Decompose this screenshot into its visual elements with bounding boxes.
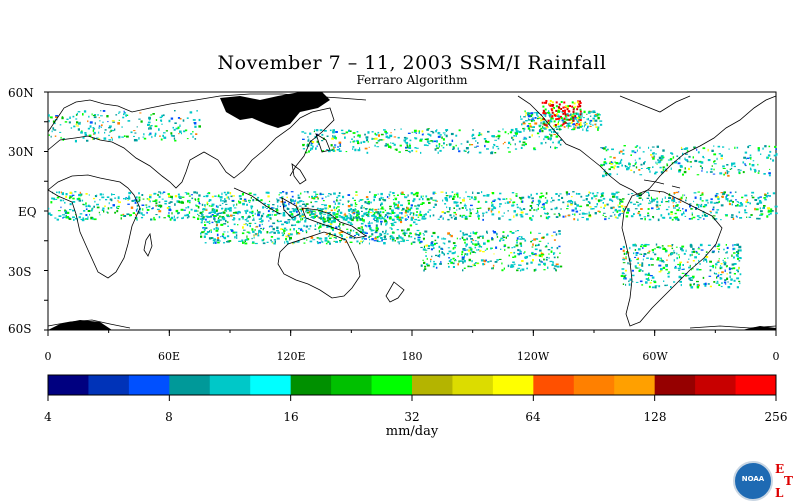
colorbar-swatch [695, 375, 737, 395]
colorbar-swatch [331, 375, 373, 395]
colorbar-swatch [128, 375, 170, 395]
etl-letter-t: T [784, 474, 793, 488]
colorbar [48, 375, 777, 395]
colorbar-swatch [169, 375, 211, 395]
colorbar-swatch [412, 375, 453, 395]
colorbar-swatch [48, 375, 89, 395]
missing-data-areas [48, 92, 776, 330]
noaa-logo-text: NOAA [741, 475, 765, 483]
rainfall-cells [48, 100, 778, 289]
colorbar-swatch [209, 375, 251, 395]
colorbar-swatch [735, 375, 777, 395]
colorbar-label-32: 32 [404, 410, 420, 424]
colorbar-units: mm/day [385, 424, 439, 439]
coastlines [47, 93, 777, 329]
lon-label-60w: 60W [642, 350, 668, 363]
colorbar-label-256: 256 [764, 410, 788, 424]
colorbar-swatch [533, 375, 575, 395]
lat-label-60s: 60S [8, 322, 32, 336]
colorbar-swatch [492, 375, 534, 395]
colorbar-swatch [573, 375, 615, 395]
etl-letter-e: E [775, 462, 785, 476]
lat-label-30n: 30N [8, 145, 34, 159]
lon-label-60e: 60E [157, 350, 181, 363]
colorbar-swatch [290, 375, 332, 395]
colorbar-label-4: 4 [44, 410, 52, 424]
lon-label-0-right: 0 [772, 350, 780, 363]
map-title: November 7 – 11, 2003 SSM/I Rainfall [217, 52, 607, 74]
colorbar-label-64: 64 [525, 410, 541, 424]
lat-label-eq: EQ [18, 205, 37, 219]
colorbar-swatch [250, 375, 292, 395]
noaa-logo: NOAA [733, 461, 773, 501]
lat-label-60n: 60N [8, 86, 34, 100]
colorbar-swatch [371, 375, 413, 395]
colorbar-label-16: 16 [283, 410, 299, 424]
colorbar-label-8: 8 [165, 410, 173, 424]
colorbar-swatch [88, 375, 130, 395]
lat-label-30s: 30S [8, 265, 32, 279]
lon-label-0-left: 0 [44, 350, 52, 363]
colorbar-swatch [452, 375, 494, 395]
lon-label-180: 180 [401, 350, 423, 363]
colorbar-label-128: 128 [643, 410, 667, 424]
lon-label-120w: 120W [516, 350, 550, 363]
colorbar-swatch [654, 375, 696, 395]
lon-label-120e: 120E [276, 350, 306, 363]
etl-letter-l: L [775, 486, 784, 500]
colorbar-swatch [614, 375, 656, 395]
map-subtitle: Ferraro Algorithm [356, 73, 468, 87]
map-frame [47, 91, 777, 331]
